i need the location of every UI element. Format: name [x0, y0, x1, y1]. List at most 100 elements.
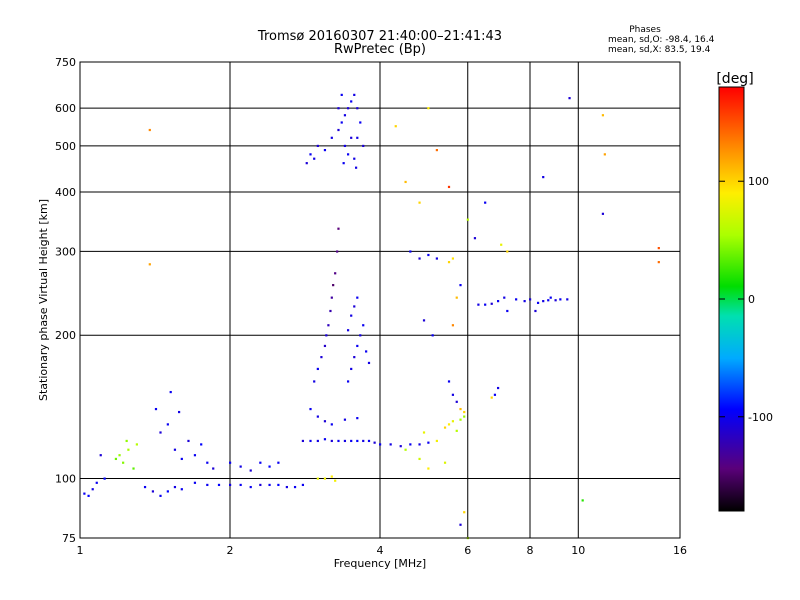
data-point: [239, 483, 242, 487]
data-point: [359, 121, 362, 124]
data-point: [427, 107, 430, 110]
data-point: [330, 136, 333, 139]
data-point: [463, 511, 466, 514]
data-point: [506, 250, 509, 253]
data-point: [217, 483, 221, 487]
data-point: [443, 461, 447, 464]
y-axis: 75 100 200 300 400 500 600 750: [55, 56, 76, 545]
data-point: [466, 218, 469, 221]
data-point: [463, 410, 466, 414]
data-point: [404, 180, 407, 184]
data-point: [356, 344, 359, 348]
data-point: [143, 485, 147, 489]
x-tick-label: 8: [527, 544, 534, 557]
data-point: [455, 400, 458, 403]
data-point: [259, 483, 262, 487]
y-tick-label: 75: [62, 532, 76, 545]
data-point: [601, 114, 605, 117]
data-point: [477, 303, 480, 306]
data-point: [309, 407, 312, 411]
x-tick-label: 1: [77, 544, 84, 557]
data-point: [323, 420, 327, 423]
data-point: [389, 443, 392, 446]
data-point: [166, 423, 169, 426]
data-point: [135, 443, 138, 446]
data-point: [337, 107, 340, 110]
data-point: [657, 261, 660, 264]
data-point: [435, 439, 438, 443]
data-point: [323, 438, 327, 441]
x-axis: 1 2 4 6 8 10 16: [77, 544, 688, 557]
data-point: [490, 396, 493, 399]
data-point: [343, 439, 347, 443]
data-point: [496, 300, 500, 303]
data-point: [268, 483, 271, 487]
data-point: [534, 309, 537, 313]
data-point: [239, 465, 242, 468]
data-point: [305, 162, 308, 165]
data-point: [503, 296, 506, 299]
data-point: [523, 300, 526, 303]
data-point: [337, 439, 340, 443]
data-point: [459, 407, 462, 411]
data-points: [83, 93, 660, 540]
data-point: [447, 261, 451, 264]
data-point: [249, 469, 252, 472]
data-point: [404, 448, 407, 451]
data-point: [343, 418, 347, 421]
data-point: [601, 212, 605, 215]
data-point: [365, 350, 368, 353]
data-point: [447, 185, 451, 189]
data-point: [350, 367, 353, 371]
data-point: [99, 454, 102, 457]
y-tick-label: 200: [55, 329, 76, 342]
data-point: [277, 483, 280, 487]
data-point: [542, 175, 545, 179]
data-point: [409, 250, 412, 253]
data-point: [603, 153, 606, 156]
data-point: [313, 380, 316, 383]
data-point: [362, 439, 365, 443]
data-point: [334, 272, 337, 275]
data-point: [212, 467, 215, 470]
data-point: [206, 461, 209, 464]
data-point: [379, 443, 382, 446]
data-point: [187, 439, 190, 443]
plot-frame: [79, 61, 681, 539]
data-point: [159, 494, 162, 497]
data-point: [422, 431, 426, 434]
data-point: [169, 390, 172, 394]
data-point: [320, 356, 323, 359]
data-point: [173, 485, 177, 489]
data-point: [346, 380, 350, 383]
data-point: [484, 201, 487, 204]
data-point: [346, 329, 350, 332]
data-point: [151, 490, 155, 493]
data-point: [229, 483, 232, 487]
data-point: [427, 467, 430, 470]
y-tick-label: 750: [55, 56, 76, 69]
x-tick-label: 10: [571, 544, 585, 557]
data-point: [353, 305, 356, 308]
data-point: [293, 485, 297, 489]
data-point: [342, 162, 345, 165]
grid: [80, 62, 680, 538]
data-point: [316, 144, 319, 148]
data-point: [346, 153, 350, 156]
data-point: [337, 128, 340, 132]
colorbar-ticks: 100 0 -100: [719, 175, 773, 424]
data-point: [418, 443, 421, 446]
data-point: [451, 420, 455, 423]
data-point: [323, 477, 327, 480]
data-point: [500, 243, 503, 246]
data-point: [350, 314, 353, 317]
data-point: [447, 380, 451, 383]
data-point: [343, 114, 347, 117]
data-point: [559, 298, 562, 301]
data-point: [581, 499, 584, 502]
data-point: [330, 475, 333, 478]
data-point: [122, 461, 125, 464]
data-point: [340, 93, 343, 96]
data-point: [459, 523, 462, 526]
